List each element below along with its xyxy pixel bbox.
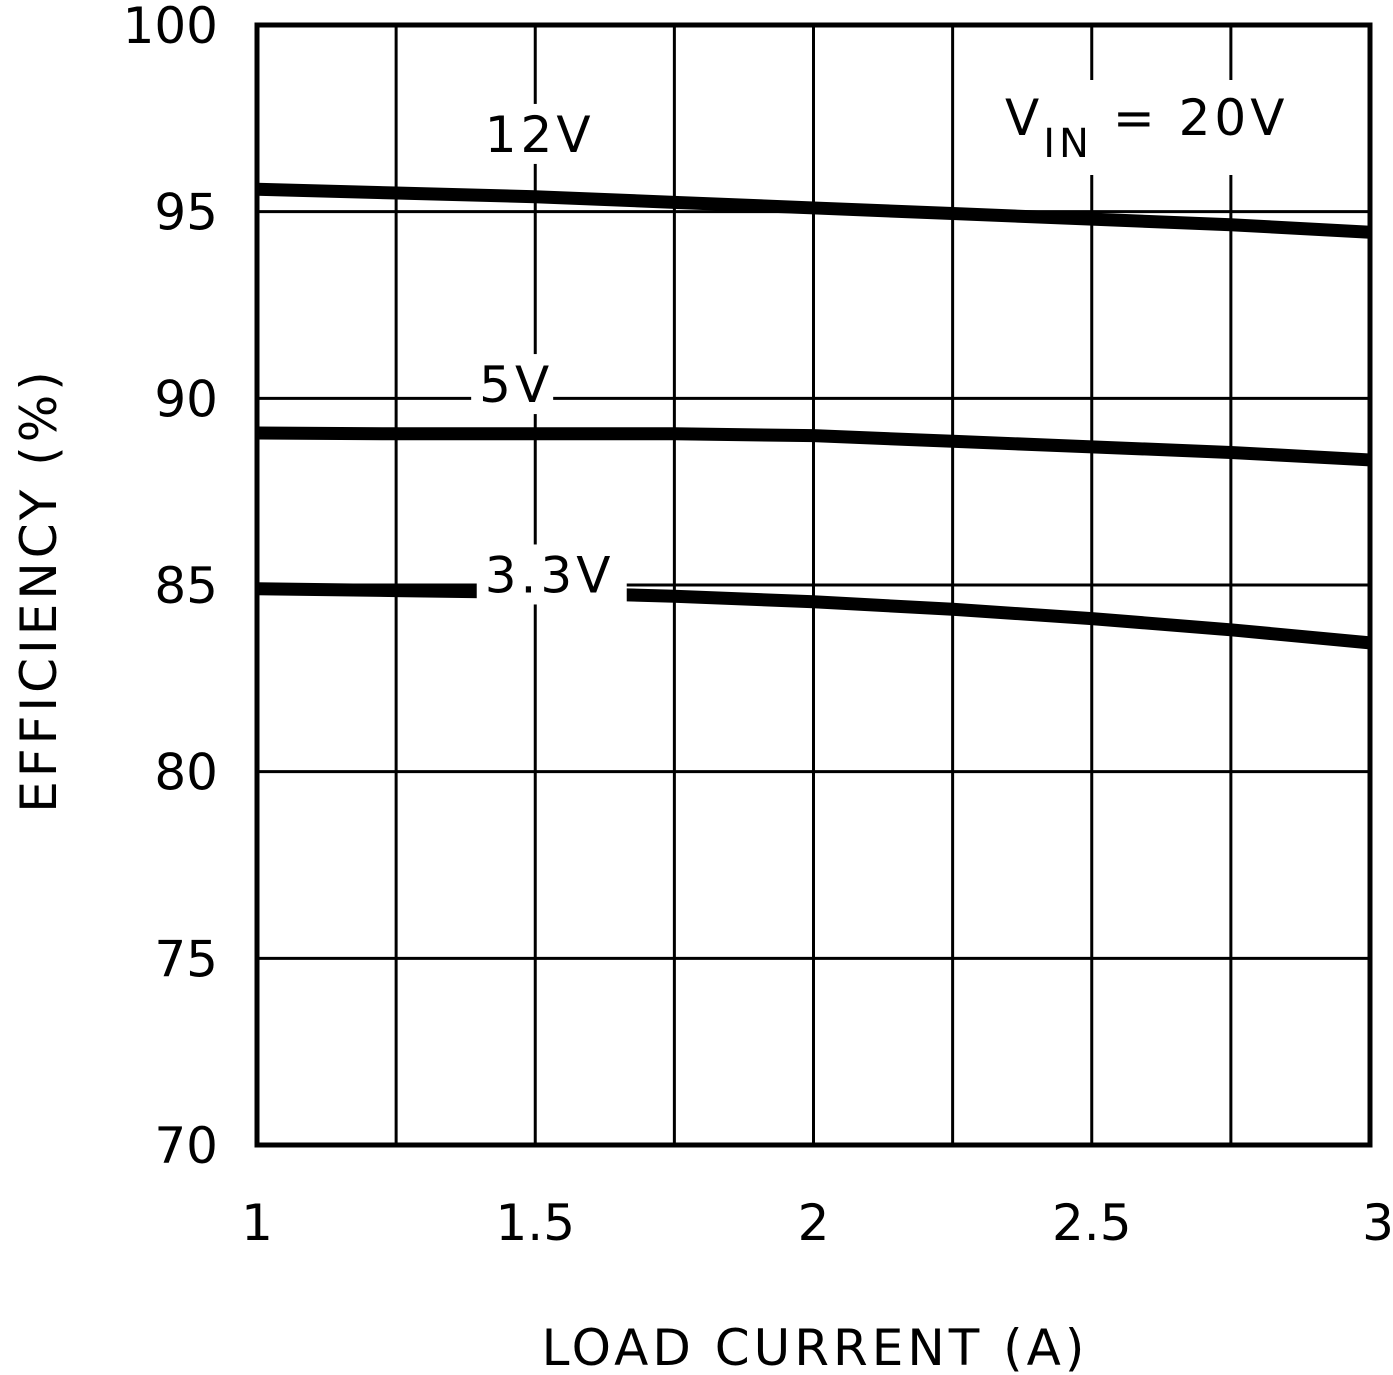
x-tick-label: 2 [798, 1194, 830, 1252]
y-tick-label: 70 [154, 1117, 218, 1175]
series-line-12v [256, 182, 1371, 239]
svg-text:VIN = 20V: VIN = 20V [1005, 89, 1288, 167]
y-tick-label: 80 [154, 744, 218, 802]
vin-sub: IN [1043, 121, 1093, 167]
series-line-5v [256, 426, 1371, 467]
series-label: 3.3V [485, 546, 615, 604]
series-label-bg [476, 544, 627, 605]
y-tick-label: 100 [123, 0, 218, 55]
x-tick-label: 3 [1362, 1194, 1393, 1252]
y-tick-label: 95 [154, 184, 218, 242]
series-label-bg [471, 354, 554, 415]
series-label: 12V [485, 106, 595, 164]
y-tick-label: 75 [154, 930, 218, 988]
x-axis-label: LOAD CURRENT (A) [542, 1319, 1089, 1375]
vin-rest: = 20V [1093, 89, 1289, 147]
x-tick-label: 1.5 [495, 1194, 575, 1252]
y-tick-label: 90 [154, 370, 218, 428]
x-tick-labels: 1 1.5 2 2.5 3 [241, 1194, 1393, 1252]
vin-annotation: VIN = 20V [995, 80, 1295, 175]
x-tick-label: 2.5 [1052, 1194, 1132, 1252]
grid-lines [257, 25, 1370, 1145]
vin-main: V [1005, 89, 1043, 147]
y-tick-label: 85 [154, 557, 218, 615]
y-axis-label: EFFICIENCY (%) [10, 367, 68, 813]
series-label: 5V [479, 356, 553, 414]
plot-frame [254, 22, 1373, 1148]
series-label-bg [476, 103, 593, 164]
x-tick-label: 1 [241, 1194, 273, 1252]
series-labels: 12V 5V 3.3V [471, 103, 627, 605]
series-lines [256, 182, 1371, 650]
y-tick-labels: 70 75 80 85 90 95 100 [123, 0, 218, 1175]
series-line-3-3v [256, 582, 1371, 650]
